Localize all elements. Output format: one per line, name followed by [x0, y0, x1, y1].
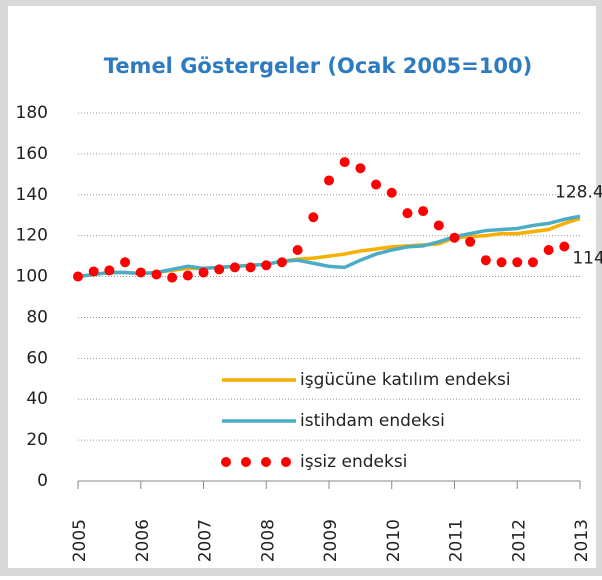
data-point	[245, 262, 256, 273]
data-point	[386, 187, 397, 198]
data-point	[198, 267, 209, 278]
data-point	[480, 255, 491, 266]
data-point	[292, 244, 303, 255]
data-label: 114.7	[572, 249, 602, 269]
x-tick-label: 2008	[258, 519, 278, 562]
data-point	[308, 212, 319, 223]
data-point	[465, 236, 476, 247]
x-tick-label: 2012	[509, 519, 529, 562]
chart-title: Temel Göstergeler (Ocak 2005=100)	[104, 54, 532, 78]
legend-marker	[241, 457, 251, 467]
chart-area	[8, 6, 596, 568]
data-point	[104, 265, 115, 276]
y-tick-label: 40	[26, 389, 48, 409]
data-point	[559, 241, 570, 252]
x-tick-label: 2007	[196, 519, 216, 562]
data-point	[151, 269, 162, 280]
data-label: 128.4	[555, 182, 602, 202]
legend-marker	[281, 457, 291, 467]
data-point	[402, 208, 413, 219]
y-tick-label: 140	[16, 185, 48, 205]
data-point	[229, 262, 240, 273]
y-tick-label: 100	[16, 267, 48, 287]
data-point	[543, 244, 554, 255]
data-point	[135, 267, 146, 278]
data-point	[449, 232, 460, 243]
data-point	[276, 257, 287, 268]
data-point	[73, 271, 83, 282]
x-tick-label: 2011	[447, 519, 467, 562]
data-point	[339, 157, 350, 168]
data-point	[167, 272, 178, 283]
y-tick-label: 160	[16, 144, 48, 164]
data-point	[214, 264, 225, 275]
data-point	[261, 260, 272, 271]
y-tick-label: 60	[26, 348, 48, 368]
x-tick-label: 2005	[70, 519, 90, 562]
legend-label: işsiz endeksi	[300, 452, 407, 472]
y-tick-label: 0	[37, 471, 48, 491]
data-point	[433, 220, 444, 231]
data-point	[527, 257, 538, 268]
data-point	[355, 163, 366, 174]
data-point	[120, 257, 131, 268]
y-tick-label: 20	[26, 430, 48, 450]
y-tick-label: 120	[16, 226, 48, 246]
x-tick-label: 2010	[384, 519, 404, 562]
data-point	[512, 257, 523, 268]
series-line	[77, 214, 581, 279]
x-tick-label: 2013	[572, 519, 592, 562]
x-tick-label: 2009	[321, 519, 341, 562]
legend-marker	[261, 457, 271, 467]
data-point	[418, 206, 429, 217]
legend-marker	[221, 457, 231, 467]
x-tick-label: 2006	[133, 519, 153, 562]
data-point	[88, 266, 99, 277]
legend-label: işgücüne katılım endeksi	[300, 370, 511, 390]
data-point	[496, 257, 507, 268]
data-point	[182, 270, 193, 281]
legend-label: istihdam endeksi	[300, 411, 445, 431]
y-tick-label: 180	[16, 103, 48, 123]
data-point	[324, 175, 334, 186]
data-point	[371, 179, 382, 190]
y-tick-label: 80	[26, 307, 48, 327]
